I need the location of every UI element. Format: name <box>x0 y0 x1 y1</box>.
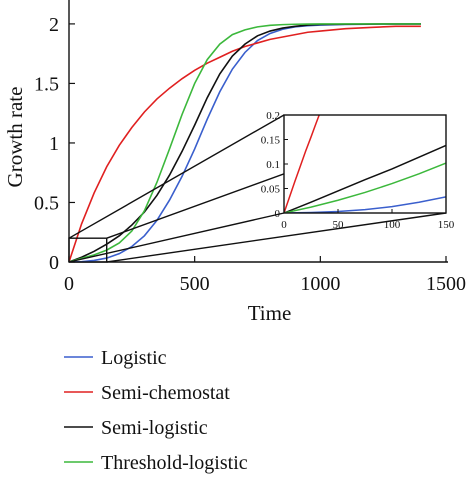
zoom-connector-line <box>68 212 285 263</box>
y-tick-label: 0.5 <box>34 192 59 214</box>
series-line-semi-chemostat <box>69 25 421 262</box>
inset-y-tick-label: 0.05 <box>261 184 281 196</box>
inset-x-tick-label: 150 <box>438 219 455 231</box>
y-tick-label: 1 <box>49 133 59 155</box>
legend-item-semi-chemostat: Semi-chemostat <box>64 382 230 404</box>
inset-y-tick-label: 0 <box>275 208 281 220</box>
series-line-threshold-logistic <box>69 23 421 262</box>
legend-item-semi-logistic: Semi-logistic <box>64 417 208 439</box>
y-tick-label: 0 <box>49 252 59 274</box>
inset-y-tick-label: 0.1 <box>266 159 280 171</box>
y-axis-title: Growth rate <box>3 87 27 188</box>
legend: Logistic Semi-chemostat Semi-logistic Thres… <box>64 347 248 474</box>
inset-plot-area: 0 0.05 0.1 0.15 0.2 0 50 100 150 <box>68 110 455 263</box>
x-tick-label: 500 <box>180 273 210 295</box>
inset-series-line-semi-chemostat <box>284 115 320 213</box>
inset-x-tick-label: 100 <box>384 219 401 231</box>
legend-label: Logistic <box>101 347 167 369</box>
x-tick-label: 1000 <box>300 273 340 295</box>
x-tick-label: 0 <box>64 273 74 295</box>
x-axis-title: Time <box>248 301 292 325</box>
zoom-box <box>68 237 108 263</box>
inset-series-line-semi-logistic <box>284 144 446 213</box>
inset-background <box>284 115 446 213</box>
y-tick-label: 1.5 <box>34 73 59 95</box>
zoom-connector-line <box>68 114 285 239</box>
legend-label: Threshold-logistic <box>101 452 248 474</box>
x-tick-label: 1500 <box>426 273 466 295</box>
y-tick-label: 2 <box>49 14 59 36</box>
legend-label: Semi-logistic <box>101 417 208 439</box>
legend-label: Semi-chemostat <box>101 382 230 404</box>
inset-y-tick-label: 0.2 <box>266 110 280 122</box>
inset-x-tick-label: 0 <box>281 219 287 231</box>
legend-item-threshold-logistic: Threshold-logistic <box>64 452 248 474</box>
inset-series-line-threshold-logistic <box>284 162 446 213</box>
legend-item-logistic: Logistic <box>64 347 167 369</box>
inset-x-tick-label: 50 <box>333 219 345 231</box>
zoom-connector-line <box>106 212 447 263</box>
inset-y-tick-label: 0.15 <box>261 135 281 147</box>
